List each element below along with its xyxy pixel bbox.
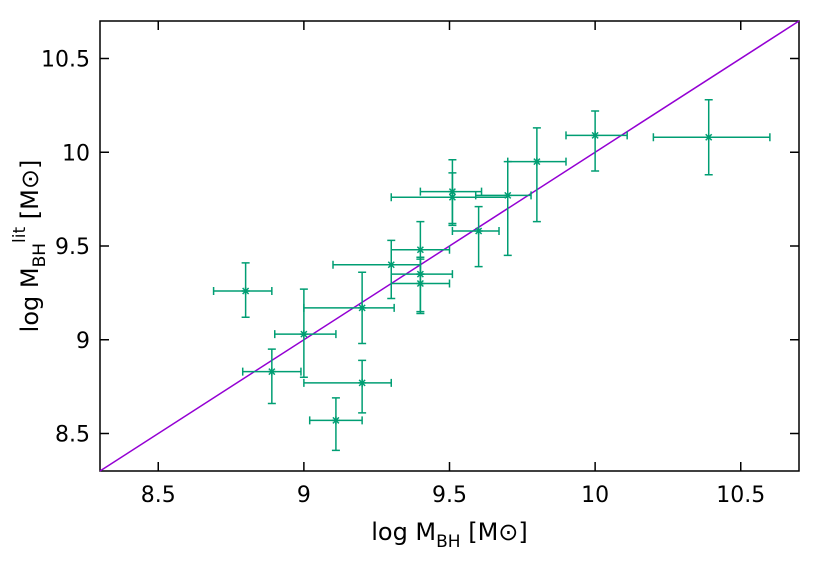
x-tick-label: 10.5 — [716, 483, 765, 508]
y-label-suffix: [M — [16, 189, 44, 227]
star-marker — [358, 378, 367, 387]
y-label-subscript: BH — [30, 243, 50, 267]
data-points-layer — [212, 99, 771, 452]
star-marker — [704, 133, 713, 142]
x-tick-label: 10 — [581, 483, 609, 508]
star-marker — [299, 330, 308, 339]
star-marker — [532, 157, 541, 166]
star-marker — [416, 245, 425, 254]
x-tick-label: 9.5 — [432, 483, 467, 508]
star-marker — [503, 191, 512, 200]
star-marker — [591, 131, 600, 140]
y-tick-label: 10 — [62, 141, 90, 166]
y-label-superscript: lit — [10, 227, 30, 243]
star-marker — [331, 416, 340, 425]
y-tick-label: 9.5 — [55, 235, 90, 260]
data-point — [241, 348, 302, 405]
star-marker — [448, 187, 457, 196]
x-label-subscript: BH — [436, 532, 460, 552]
star-marker — [241, 287, 250, 295]
x-label-close: ] — [518, 518, 527, 546]
star-marker — [358, 303, 367, 312]
data-point — [419, 159, 483, 225]
data-point — [565, 110, 628, 172]
y-label-unit-symbol: ⊙ — [16, 169, 44, 189]
star-marker — [387, 260, 396, 269]
y-label-prefix: log M — [16, 267, 44, 332]
x-label-prefix: log M — [371, 518, 436, 546]
x-label-suffix: [M — [461, 518, 499, 546]
star-marker — [474, 227, 483, 235]
data-point — [507, 127, 567, 223]
y-tick-label: 9 — [76, 329, 90, 354]
star-marker — [267, 367, 276, 376]
data-point — [390, 172, 509, 227]
data-point — [474, 160, 532, 257]
data-point — [274, 288, 337, 378]
y-tick-label: 8.5 — [55, 423, 90, 448]
data-point — [303, 271, 395, 345]
x-label-unit-symbol: ⊙ — [498, 518, 518, 546]
data-point — [451, 205, 500, 268]
data-point — [308, 397, 363, 452]
tick-labels: 8.5 9 9.5 10 10.5 8.5 9 9.5 10 10.5 — [41, 48, 765, 509]
y-tick-label: 10.5 — [41, 48, 90, 73]
data-point — [390, 220, 451, 275]
data-point — [652, 99, 771, 176]
data-point — [303, 359, 392, 414]
data-point — [390, 256, 454, 313]
y-label-close: ] — [16, 160, 44, 169]
x-tick-label: 8.5 — [141, 483, 176, 508]
x-tick-label: 9 — [297, 483, 311, 508]
x-axis-label: log MBH [M⊙] — [371, 518, 528, 552]
ticks — [100, 21, 799, 471]
data-point — [212, 262, 273, 318]
y-axis-label: log MBHlit [M⊙] — [10, 160, 50, 333]
